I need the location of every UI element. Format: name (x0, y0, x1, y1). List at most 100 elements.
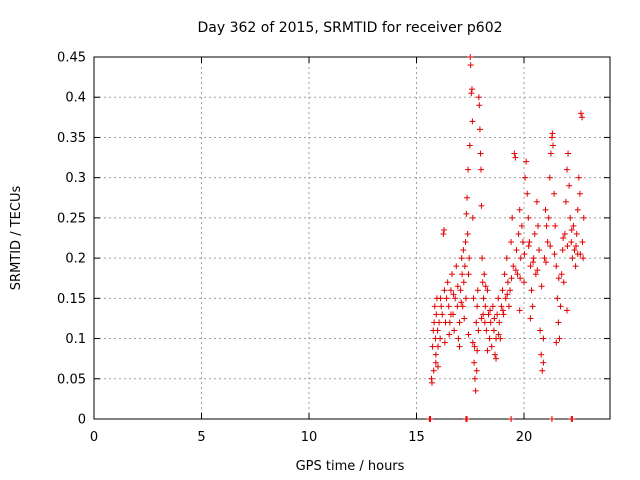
data-point (486, 335, 493, 342)
data-point (543, 222, 550, 229)
data-point (437, 295, 444, 302)
data-point (501, 271, 508, 278)
data-point (446, 331, 453, 338)
data-point (532, 271, 539, 278)
data-point (496, 319, 503, 326)
data-point (536, 247, 543, 254)
data-point (465, 271, 472, 278)
data-point (525, 243, 532, 250)
data-point (428, 379, 435, 386)
data-point (437, 335, 444, 342)
data-point (510, 263, 517, 270)
data-point (462, 239, 469, 246)
data-point (527, 263, 534, 270)
data-point (564, 307, 570, 314)
data-point (432, 359, 439, 366)
data-point (469, 214, 476, 221)
data-point (454, 283, 461, 290)
data-point (556, 335, 563, 342)
data-point (553, 339, 560, 346)
data-point (552, 222, 559, 229)
data-point (453, 263, 460, 270)
data-point (494, 311, 501, 318)
y-tick-label: 0.05 (57, 372, 86, 387)
data-point (480, 295, 487, 302)
y-tick-label: 0.25 (57, 211, 86, 226)
data-point (537, 327, 544, 334)
data-point (528, 287, 535, 294)
data-point (514, 271, 521, 278)
data-point (451, 327, 458, 334)
data-point (564, 166, 570, 173)
data-point (477, 150, 484, 157)
data-point (491, 315, 498, 322)
data-point (448, 271, 455, 278)
data-point (533, 198, 540, 205)
x-tick-label: 5 (197, 430, 205, 445)
data-point (579, 239, 586, 246)
data-point (444, 279, 451, 286)
data-point (464, 230, 471, 237)
data-point (447, 287, 454, 294)
data-point (523, 158, 530, 165)
data-point (498, 303, 505, 310)
data-point (574, 251, 581, 258)
data-point (468, 86, 475, 93)
data-point (474, 287, 481, 294)
data-point (570, 222, 577, 229)
data-point (476, 126, 483, 133)
data-point (488, 343, 495, 350)
data-point (441, 226, 448, 233)
data-point (467, 54, 474, 60)
data-point (438, 303, 445, 310)
data-point (491, 351, 498, 358)
data-point (512, 154, 519, 161)
data-point (544, 239, 551, 246)
data-point (518, 222, 525, 229)
data-point (568, 226, 575, 233)
data-point (472, 387, 479, 394)
data-point (580, 255, 587, 262)
data-point (569, 255, 576, 262)
data-point (461, 263, 468, 270)
data-point (551, 190, 558, 197)
data-point (476, 102, 483, 109)
data-point (508, 239, 515, 246)
data-point (548, 416, 555, 422)
data-point (460, 279, 467, 286)
data-point (547, 243, 554, 250)
data-point (579, 114, 586, 121)
data-point (559, 247, 566, 254)
data-point (519, 239, 526, 246)
data-point (458, 255, 465, 262)
data-point (483, 327, 490, 334)
data-point (435, 363, 441, 370)
data-point (569, 416, 576, 422)
data-point (527, 315, 534, 322)
data-point (572, 263, 579, 270)
data-point (502, 295, 509, 302)
data-point (466, 142, 473, 149)
data-point (468, 90, 475, 97)
x-tick-label: 15 (408, 430, 425, 445)
y-tick-label: 0.15 (57, 292, 86, 307)
x-tick-label: 0 (90, 430, 98, 445)
data-point (531, 230, 538, 237)
data-point (479, 279, 486, 286)
data-point (542, 206, 549, 213)
data-point (534, 267, 541, 274)
data-point (560, 279, 567, 286)
data-point (489, 303, 496, 310)
data-point (564, 243, 571, 250)
data-point (470, 295, 477, 302)
data-point (465, 166, 472, 173)
y-tick-label: 0 (78, 413, 86, 428)
data-point (441, 287, 448, 294)
data-point (441, 339, 448, 346)
data-point (485, 311, 492, 318)
data-point (499, 287, 506, 294)
data-point (546, 174, 553, 181)
data-point (459, 303, 466, 310)
data-point (522, 174, 529, 181)
data-point (461, 315, 468, 322)
